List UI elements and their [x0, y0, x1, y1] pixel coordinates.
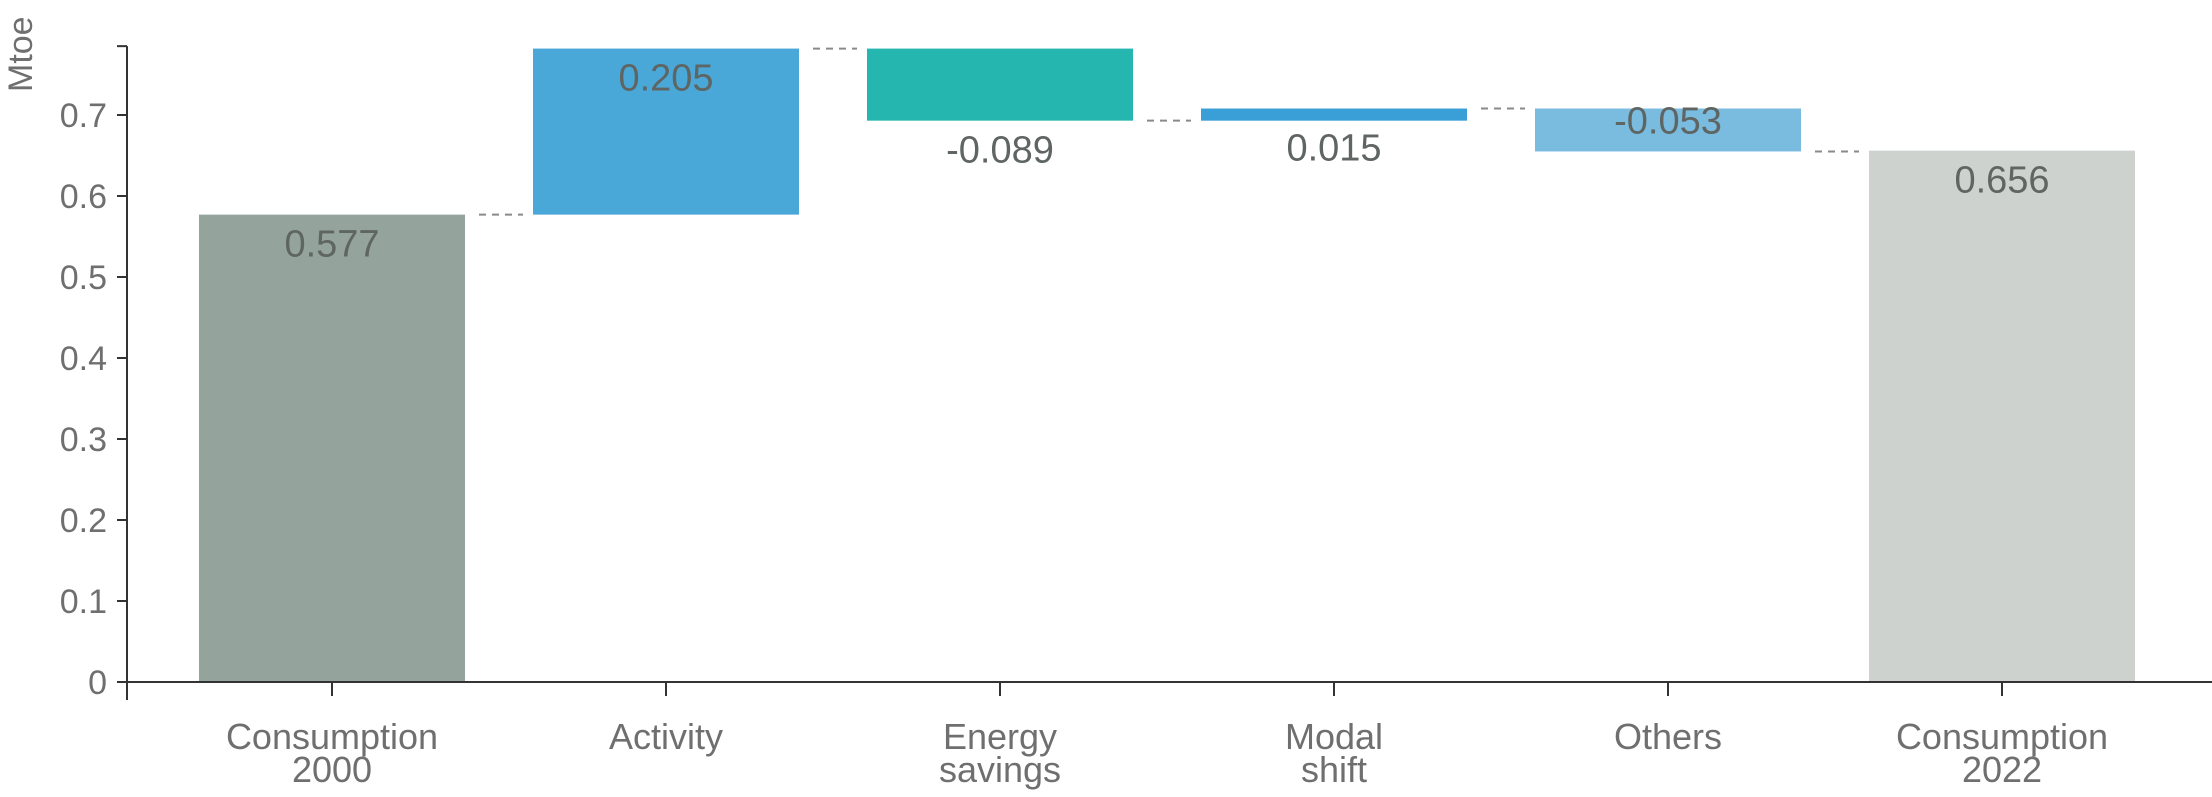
- y-tick-label: 0: [88, 664, 107, 702]
- y-axis-label: Mtoe: [2, 16, 40, 92]
- x-tick-label: Energy: [943, 716, 1057, 757]
- x-tick-label: savings: [939, 749, 1061, 790]
- y-tick-label: 0.7: [60, 97, 107, 135]
- value-label: -0.053: [1614, 101, 1722, 143]
- x-tick-label: 2000: [292, 749, 372, 790]
- bar-step-2: [533, 48, 799, 215]
- y-tick-label: 0.6: [60, 178, 107, 216]
- value-label: 0.577: [284, 224, 379, 266]
- y-axis: 0 0.1 0.2 0.3 0.4 0.5 0.6 0.7: [60, 45, 128, 702]
- x-tick-label: Consumption: [1896, 716, 2108, 757]
- x-tick-label: Others: [1614, 716, 1722, 757]
- value-label: 0.015: [1286, 128, 1381, 170]
- bar-step-5: [1535, 108, 1801, 152]
- bar-step-3: [867, 48, 1133, 121]
- y-tick-label: 0.2: [60, 502, 107, 540]
- bar-step-1: [199, 214, 465, 682]
- y-tick-label: 0.3: [60, 421, 107, 459]
- value-labels-layer: 0.577 0.205 -0.089 0.015 -0.053 0.656: [284, 58, 2049, 266]
- value-label: -0.089: [946, 130, 1054, 172]
- y-tick-label: 0.4: [60, 340, 107, 378]
- bar-step-4: [1201, 108, 1467, 121]
- x-tick-label: Modal: [1285, 716, 1383, 757]
- y-tick-label: 0.5: [60, 259, 107, 297]
- x-tick-label: 2022: [1962, 749, 2042, 790]
- bar-step-6: [1869, 150, 2135, 682]
- x-tick-label: Activity: [609, 716, 723, 757]
- y-tick-label: 0.1: [60, 583, 107, 621]
- value-label: 0.205: [618, 58, 713, 100]
- x-tick-label: shift: [1301, 749, 1367, 790]
- bars-layer: [199, 48, 2135, 682]
- x-tick-label: Consumption: [226, 716, 438, 757]
- value-label: 0.656: [1954, 160, 2049, 202]
